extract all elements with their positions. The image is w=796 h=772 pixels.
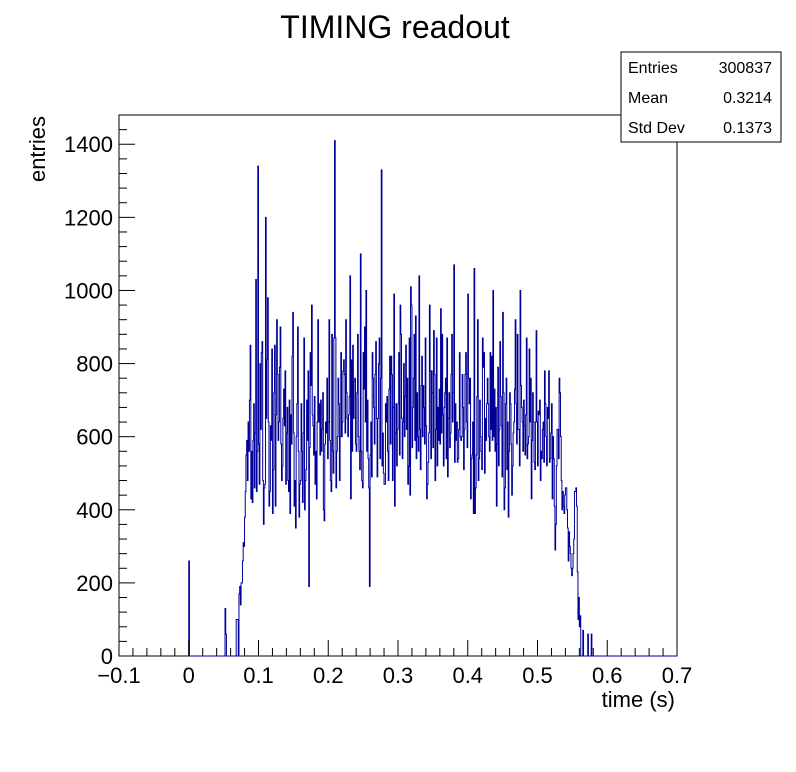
stats-stddev-label: Std Dev — [628, 120, 685, 137]
x-tick-label: 0.6 — [592, 663, 623, 688]
x-tick-label: 0.3 — [383, 663, 414, 688]
stats-box-frame — [620, 51, 782, 143]
x-tick-label: 0.5 — [522, 663, 553, 688]
stats-box: Entries 300837 Mean 0.3214 Std Dev 0.137… — [620, 51, 782, 143]
plot-frame — [118, 114, 678, 657]
stats-mean-value: 0.3214 — [723, 90, 772, 107]
y-tick-label: 800 — [76, 352, 113, 377]
x-tick-label: −0.1 — [97, 663, 140, 688]
y-axis-label: entries — [25, 116, 50, 182]
x-axis: −0.1 0 0.1 0.2 0.3 0.4 0.5 0.6 0.7 — [97, 640, 692, 688]
x-tick-label: 0.7 — [662, 663, 693, 688]
y-tick-label: 600 — [76, 425, 113, 450]
stats-stddev-value: 0.1373 — [723, 120, 772, 137]
x-tick-label: 0.2 — [313, 663, 344, 688]
x-tick-label: 0.4 — [452, 663, 483, 688]
plot-area — [188, 140, 677, 657]
stats-entries-label: Entries — [628, 60, 678, 77]
y-tick-label: 200 — [76, 571, 113, 596]
y-tick-label: 0 — [101, 644, 113, 669]
y-tick-label: 400 — [76, 498, 113, 523]
histogram-series-line — [188, 140, 677, 657]
stats-mean-label: Mean — [628, 90, 668, 107]
stats-entries-value: 300837 — [719, 60, 772, 77]
x-tick-label: 0 — [183, 663, 195, 688]
y-axis: 0 200 400 600 800 1000 1200 1400 — [64, 129, 135, 669]
x-axis-label: time (s) — [602, 687, 675, 712]
y-tick-label: 1400 — [64, 132, 113, 157]
y-tick-label: 1200 — [64, 205, 113, 230]
y-tick-label: 1000 — [64, 278, 113, 303]
chart-title: TIMING readout — [280, 9, 510, 45]
x-tick-label: 0.1 — [243, 663, 274, 688]
